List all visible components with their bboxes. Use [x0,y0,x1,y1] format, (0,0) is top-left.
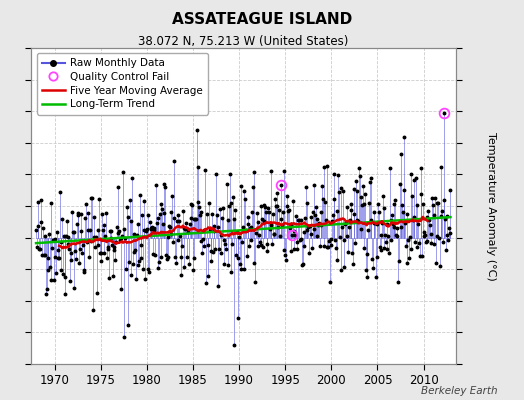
Text: Berkeley Earth: Berkeley Earth [421,386,498,396]
Legend: Raw Monthly Data, Quality Control Fail, Five Year Moving Average, Long-Term Tren: Raw Monthly Data, Quality Control Fail, … [37,53,208,114]
Y-axis label: Temperature Anomaly (°C): Temperature Anomaly (°C) [486,132,496,280]
Title: 38.072 N, 75.213 W (United States): 38.072 N, 75.213 W (United States) [138,35,349,48]
Text: ASSATEAGUE ISLAND: ASSATEAGUE ISLAND [172,12,352,27]
